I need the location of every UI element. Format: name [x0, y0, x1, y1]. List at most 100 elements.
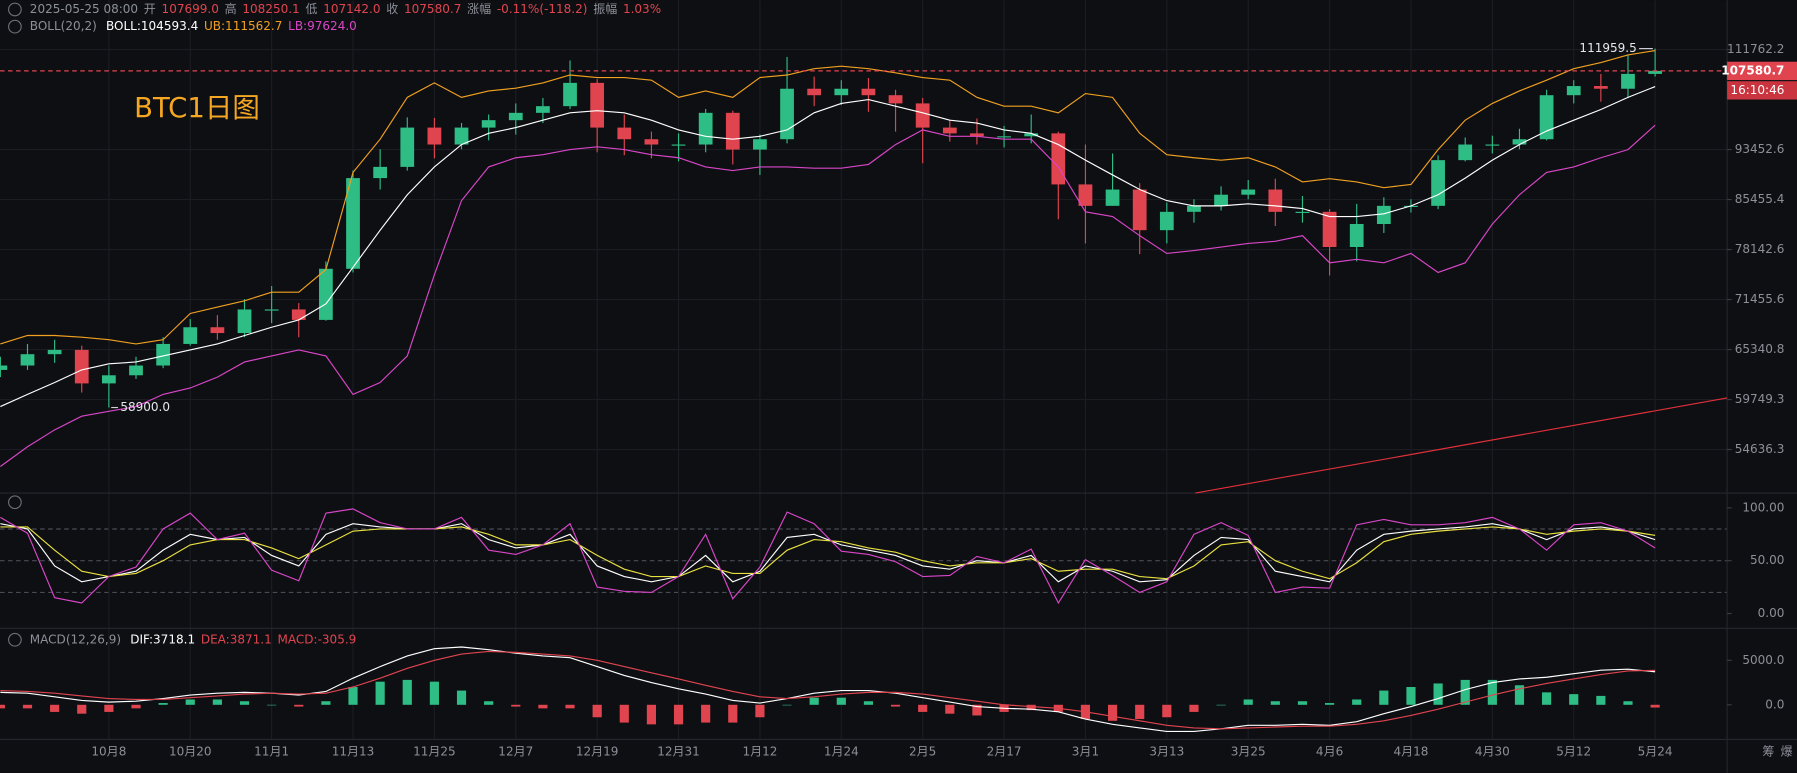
candle-body: [20, 354, 35, 366]
legend-text: 2025-05-25 08:00: [30, 2, 138, 16]
toolbar-button[interactable]: 筹: [1762, 745, 1774, 759]
macd-bar: [1270, 701, 1280, 705]
candle-body: [1105, 189, 1120, 206]
macd-bar: [1162, 704, 1172, 718]
macd-bar: [294, 704, 304, 707]
macd-bar: [1189, 704, 1199, 712]
candle-body: [671, 144, 686, 146]
macd-bar: [619, 704, 629, 723]
macd-bar: [1135, 704, 1145, 720]
candle-body: [1349, 223, 1364, 248]
candle-body: [1485, 144, 1500, 146]
candle-body: [1539, 95, 1554, 140]
macd-bar: [456, 690, 467, 705]
x-tick-label: 5月24: [1638, 745, 1673, 759]
candle-body: [942, 127, 957, 134]
legend-text: 1.03%: [623, 2, 661, 16]
toolbar-button[interactable]: 爆: [1781, 745, 1793, 759]
candle-body: [291, 309, 306, 320]
macd-bar: [701, 704, 711, 723]
candle-body: [346, 178, 360, 269]
macd-bar: [1460, 679, 1470, 705]
kdj-line: [0, 508, 1656, 605]
macd-bar: [212, 699, 222, 705]
legend-text: LB:97624.0: [288, 19, 357, 33]
x-tick-label: 5月12: [1556, 745, 1591, 759]
macd-bar: [673, 704, 684, 725]
candle-body: [536, 106, 550, 113]
candle-body: [47, 349, 62, 355]
macd-bar: [863, 701, 874, 705]
y-tick-label: 111762.2: [1727, 42, 1784, 56]
grid-layer: [0, 0, 1728, 740]
x-tick-label: 3月1: [1072, 745, 1099, 759]
legend-text: 收: [386, 2, 398, 16]
x-tick-label: 11月1: [254, 745, 289, 759]
y-tick-label: 78142.6: [1735, 242, 1785, 256]
macd-bar: [1406, 687, 1416, 705]
candle-body: [1458, 144, 1473, 161]
candle-body: [1295, 211, 1310, 213]
x-tick-label: 10月20: [169, 745, 212, 759]
candle-body: [1214, 194, 1228, 206]
x-tick-label: 10月8: [91, 745, 126, 759]
collapse-icon[interactable]: [8, 2, 22, 17]
trend-line: [1195, 397, 1728, 494]
collapse-icon[interactable]: [8, 632, 22, 647]
candle-body: [0, 365, 8, 370]
y-tick-label: 50.00: [1750, 553, 1784, 567]
boll-line: [0, 50, 1656, 345]
legend-text: 107699.0: [162, 2, 219, 16]
macd-bar: [646, 704, 656, 725]
candle-body: [1132, 189, 1147, 231]
low-label: 58900.0: [120, 400, 170, 414]
x-tick-label: 2月17: [987, 745, 1022, 759]
candle-body: [1512, 139, 1527, 145]
candle-body: [1593, 86, 1608, 89]
candle-body: [1566, 86, 1581, 96]
x-tick-label: 4月6: [1316, 745, 1343, 759]
x-tick-label: 3月25: [1231, 745, 1266, 759]
y-tick-label: 0.0: [1765, 697, 1784, 711]
candle-body: [1431, 160, 1445, 206]
candle-body: [1051, 133, 1066, 185]
macd-bar: [728, 704, 738, 723]
macd-bar: [782, 704, 792, 706]
candle-body: [156, 343, 171, 366]
y-tick-label: 0.00: [1758, 606, 1785, 620]
x-tick-label: 12月7: [498, 745, 533, 759]
legend-text: 107142.0: [323, 2, 380, 16]
candle-body: [427, 127, 442, 145]
macd-bar: [1623, 701, 1633, 705]
macd-bar: [131, 704, 141, 709]
candle-body: [698, 112, 713, 145]
candle-body: [590, 82, 605, 128]
candle-body: [1078, 184, 1093, 206]
candle-body: [1648, 70, 1662, 74]
macd-bar: [50, 704, 60, 712]
x-tick-label: 4月18: [1393, 745, 1428, 759]
candle-body: [1268, 189, 1283, 212]
candle-body: [617, 127, 632, 140]
macd-bar: [945, 704, 955, 714]
legend-text: 107580.7: [404, 2, 461, 16]
macd-bar: [484, 701, 494, 705]
high-label: 111959.5: [1579, 41, 1636, 55]
macd-bar: [836, 697, 846, 705]
macd-bar: [918, 704, 928, 712]
x-tick-label: 2月5: [909, 745, 936, 759]
last-price-label: 107580.7: [1721, 63, 1784, 77]
candle-body: [1621, 73, 1635, 89]
x-tick-label: 3月13: [1149, 745, 1184, 759]
candle-body: [970, 133, 984, 137]
countdown-tag: [1727, 81, 1797, 100]
icons: [8, 2, 22, 647]
legend-text: 高: [225, 1, 237, 16]
candle-body: [563, 82, 577, 107]
collapse-icon[interactable]: [8, 495, 22, 510]
x-tick-label: 12月31: [657, 745, 700, 759]
collapse-icon[interactable]: [8, 19, 22, 34]
candle-body: [861, 88, 876, 96]
candle-body: [834, 88, 849, 96]
x-tick-label: 11月25: [413, 745, 456, 759]
